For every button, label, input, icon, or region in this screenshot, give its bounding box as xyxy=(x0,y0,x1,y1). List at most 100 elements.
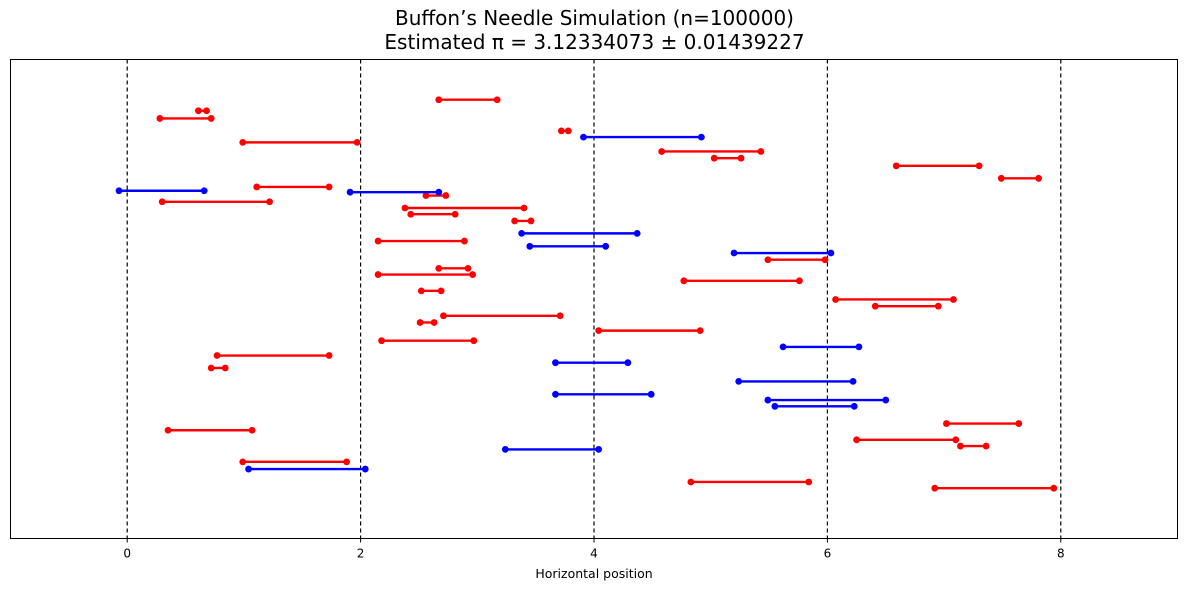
needle-endpoint xyxy=(764,256,772,264)
needle xyxy=(239,458,350,466)
needle-endpoint xyxy=(757,148,765,155)
needle-endpoint xyxy=(526,242,534,250)
needle-endpoint xyxy=(422,192,430,199)
chart-title-line1: Buffon’s Needle Simulation (n=100000) xyxy=(395,6,794,30)
needle xyxy=(871,302,942,310)
needle-endpoint xyxy=(795,277,803,285)
needle-endpoint xyxy=(194,107,202,115)
needle xyxy=(435,264,472,272)
needle xyxy=(207,364,229,372)
needle-endpoint xyxy=(950,296,957,303)
needle-endpoint xyxy=(200,187,208,195)
needle xyxy=(526,242,610,250)
needle xyxy=(518,229,641,237)
needle-endpoint xyxy=(435,264,443,272)
needle-endpoint xyxy=(248,426,256,434)
needle-endpoint xyxy=(469,271,477,278)
needle-endpoint xyxy=(595,327,603,335)
needle-endpoint xyxy=(156,115,164,122)
chart-title-line2: Estimated π = 3.12334073 ± 0.01439227 xyxy=(384,30,804,54)
needle xyxy=(156,115,215,122)
needle-endpoint xyxy=(832,296,839,303)
needle-endpoint xyxy=(253,183,261,191)
needle xyxy=(407,210,459,218)
needle xyxy=(416,319,438,326)
needle xyxy=(158,198,273,206)
needle-endpoint xyxy=(997,174,1005,182)
needle-endpoint xyxy=(245,465,252,473)
needle-endpoint xyxy=(374,271,382,278)
needle-endpoint xyxy=(602,242,610,250)
needle-endpoint xyxy=(557,127,565,135)
needle-endpoint xyxy=(764,396,772,404)
needle-endpoint xyxy=(518,229,526,237)
needle-endpoint xyxy=(882,396,890,404)
plot-frame xyxy=(10,59,1178,539)
needle-endpoint xyxy=(853,436,860,444)
needle xyxy=(892,162,983,170)
needle-endpoint xyxy=(647,390,655,398)
needle-endpoint xyxy=(435,96,443,104)
needle-endpoint xyxy=(957,442,964,450)
needle xyxy=(552,390,655,398)
x-tick-label: 8 xyxy=(1057,547,1065,561)
needle-endpoint xyxy=(451,210,459,218)
needle-endpoint xyxy=(464,264,472,272)
needle-endpoint xyxy=(164,426,172,434)
needle-endpoint xyxy=(855,343,863,351)
needles-group xyxy=(115,96,1058,492)
needle-endpoint xyxy=(710,154,718,162)
needle xyxy=(511,217,535,225)
needle xyxy=(213,352,333,359)
x-tick-label: 4 xyxy=(590,547,598,561)
needle-endpoint xyxy=(527,217,535,225)
needle-endpoint xyxy=(658,148,666,155)
needle-endpoint xyxy=(213,352,221,359)
needle-endpoint xyxy=(435,188,443,196)
needle xyxy=(580,133,705,141)
needle-endpoint xyxy=(346,188,354,196)
needle xyxy=(832,296,957,303)
needle-endpoint xyxy=(207,115,215,122)
needle xyxy=(710,154,745,162)
needle xyxy=(764,396,890,404)
needle-endpoint xyxy=(353,138,361,146)
needle xyxy=(680,277,803,285)
needle xyxy=(557,127,572,135)
needle-endpoint xyxy=(931,484,939,492)
needle xyxy=(687,478,813,486)
needle-endpoint xyxy=(556,312,564,320)
needle-endpoint xyxy=(511,217,519,225)
needle-endpoint xyxy=(461,237,468,245)
needle xyxy=(730,249,835,257)
needle-endpoint xyxy=(203,107,210,115)
needle-endpoint xyxy=(871,302,879,310)
needle-endpoint xyxy=(943,420,950,427)
needle xyxy=(374,237,468,245)
needle xyxy=(194,107,210,115)
needle-endpoint xyxy=(892,162,900,170)
needle xyxy=(595,327,704,335)
needle-endpoint xyxy=(735,377,743,385)
needle-endpoint xyxy=(440,312,447,320)
needle xyxy=(771,402,858,410)
needle-endpoint xyxy=(407,210,415,218)
needle xyxy=(853,436,960,444)
needle xyxy=(931,484,1058,492)
needle xyxy=(374,271,477,278)
needle-endpoint xyxy=(416,319,424,326)
needle-endpoint xyxy=(374,237,382,245)
needle-endpoint xyxy=(1015,420,1023,427)
needle xyxy=(417,287,445,295)
x-ticks-group: 0 2 4 6 8 xyxy=(123,538,1065,561)
needle-endpoint xyxy=(805,478,813,486)
x-tick-label: 0 xyxy=(123,547,131,561)
needle-endpoint xyxy=(442,192,450,199)
grid-lines-group xyxy=(126,59,1062,539)
needle-endpoint xyxy=(952,436,960,444)
needle-endpoint xyxy=(737,154,745,162)
needle-endpoint xyxy=(470,337,478,345)
needle-endpoint xyxy=(343,458,350,466)
needle-endpoint xyxy=(687,478,695,486)
needle xyxy=(658,148,765,155)
